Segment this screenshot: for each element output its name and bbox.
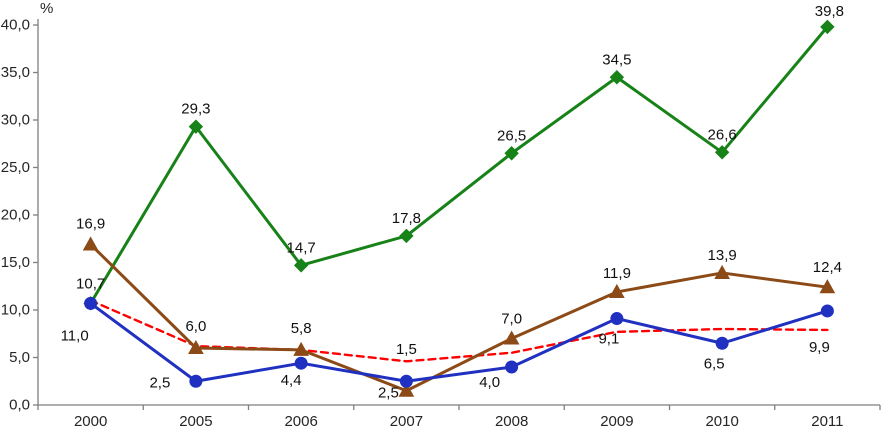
brown-triangle-series-data-label: 6,0	[185, 318, 206, 335]
blue-circle-series-data-label: 9,1	[598, 331, 619, 348]
blue-circle-series-data-label: 2,5	[149, 374, 170, 391]
y-tick-label: 5,0	[9, 349, 30, 366]
blue-circle-series-marker	[189, 374, 203, 388]
blue-circle-series-data-label: 9,9	[809, 339, 830, 356]
green-diamond-series-marker	[820, 19, 835, 35]
green-diamond-series-marker	[714, 145, 730, 160]
brown-triangle-series-data-label: 5,8	[291, 320, 312, 337]
brown-triangle-series-data-label: 16,9	[76, 215, 105, 232]
red-dashed-trend-line-line	[89, 299, 829, 363]
green-diamond-series-data-label: 26,5	[497, 127, 526, 144]
blue-circle-series-marker	[715, 336, 729, 350]
green-diamond-series-data-label: 17,8	[392, 210, 421, 227]
blue-circle-series-data-label: 2,5	[378, 384, 399, 401]
green-diamond-series-data-label: 29,3	[181, 101, 210, 118]
green-diamond-series-data-label: 39,8	[815, 3, 844, 20]
green-diamond-series-marker	[504, 146, 519, 161]
brown-triangle-series-marker	[188, 339, 204, 354]
blue-circle-series-marker	[610, 312, 624, 326]
y-tick-label: 40,0	[1, 17, 30, 34]
green-diamond-series-line	[89, 25, 829, 305]
brown-triangle-series-marker	[714, 264, 730, 279]
brown-triangle-series-marker	[82, 236, 99, 251]
green-diamond-series-data-label: 34,5	[602, 51, 631, 68]
green-diamond-series-marker	[188, 119, 204, 134]
y-tick-label: 0,0	[9, 397, 30, 414]
blue-circle-series-data-label: 4,0	[479, 374, 500, 391]
blue-circle-series-marker	[505, 360, 519, 374]
x-tick-label: 2009	[600, 413, 633, 430]
green-diamond-series-marker	[399, 228, 414, 244]
y-tick-label: 10,0	[1, 302, 30, 319]
x-tick-label: 2006	[284, 413, 317, 430]
brown-triangle-series-data-label: 7,0	[501, 311, 522, 328]
y-tick-label: 15,0	[1, 254, 30, 271]
brown-triangle-series-marker	[398, 382, 415, 397]
blue-circle-series-marker	[84, 296, 98, 310]
blue-circle-series-marker	[399, 374, 413, 388]
x-tick-label: 2007	[390, 413, 423, 430]
red-dashed-trend-line-data-label: 11,0	[61, 328, 89, 345]
blue-circle-series-data-label: 6,5	[704, 355, 725, 372]
brown-triangle-series-line	[89, 242, 829, 393]
brown-triangle-series-data-label: 1,5	[396, 341, 417, 358]
green-diamond-series-marker	[293, 258, 309, 273]
blue-circle-series-line	[89, 301, 829, 383]
blue-circle-series-data-label: 4,4	[281, 372, 302, 389]
y-tick-label: 35,0	[1, 64, 30, 81]
blue-circle-series-data-label: 10,7	[76, 275, 105, 292]
green-diamond-series-data-label: 14,7	[287, 239, 316, 256]
blue-circle-series-marker	[294, 356, 308, 370]
x-tick-label: 2008	[495, 413, 528, 430]
x-tick-label: 2011	[811, 413, 843, 430]
green-diamond-series-data-label: 26,6	[708, 126, 737, 143]
x-tick-label: 2005	[179, 413, 212, 430]
brown-triangle-series-data-label: 12,4	[813, 259, 842, 276]
y-tick-label: 30,0	[1, 112, 30, 129]
brown-triangle-series-data-label: 11,9	[603, 265, 631, 282]
brown-triangle-series-marker	[819, 279, 836, 294]
y-axis-unit-label: %	[40, 0, 53, 17]
brown-triangle-series-marker	[503, 330, 520, 345]
brown-triangle-series-data-label: 13,9	[708, 247, 737, 264]
green-diamond-series-marker	[609, 70, 625, 85]
y-tick-label: 25,0	[1, 159, 30, 176]
brown-triangle-series-marker	[293, 341, 309, 356]
y-tick-label: 20,0	[1, 207, 30, 224]
x-tick-label: 2000	[74, 413, 107, 430]
blue-circle-series-marker	[820, 304, 834, 318]
brown-triangle-series-marker	[609, 283, 625, 298]
x-tick-label: 2010	[705, 413, 738, 430]
